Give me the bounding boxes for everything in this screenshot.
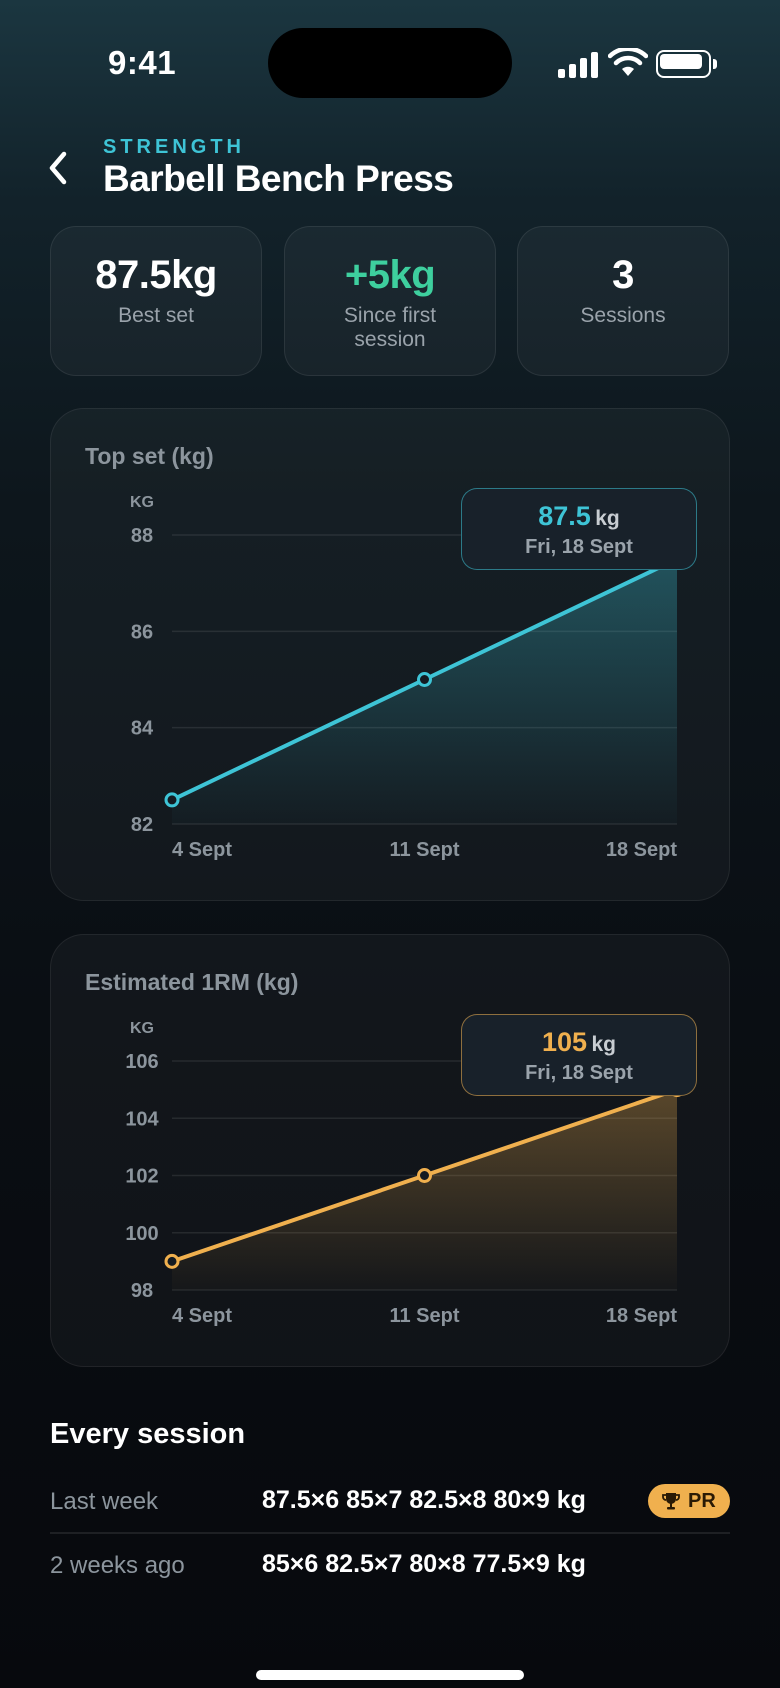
chart-title: Estimated 1RM (kg): [85, 969, 299, 995]
x-tick-label: 4 Sept: [172, 839, 232, 861]
y-tick-label: 100: [125, 1223, 158, 1245]
stat-value: 87.5kg: [95, 253, 217, 297]
y-axis-unit-label: KG: [130, 494, 154, 511]
status-bar: 9:41: [0, 0, 780, 120]
tooltip-unit: kg: [591, 1033, 617, 1056]
series-area: [172, 559, 677, 824]
x-tick-label: 18 Sept: [606, 839, 677, 861]
data-point: [417, 672, 432, 687]
y-tick-label: 88: [131, 525, 153, 547]
y-tick-label: 84: [131, 718, 154, 740]
stat-value: +5kg: [344, 253, 436, 297]
y-tick-label: 106: [125, 1051, 158, 1073]
stat-card-since-first: +5kg Since first session: [284, 226, 496, 376]
y-axis-unit-label: KG: [130, 1020, 154, 1037]
session-sets: 85×6 82.5×7 80×8 77.5×9 kg: [262, 1550, 586, 1578]
x-tick-label: 4 Sept: [172, 1305, 232, 1327]
y-tick-label: 104: [125, 1108, 159, 1130]
tooltip-unit: kg: [595, 507, 620, 530]
battery-icon: [656, 50, 718, 78]
y-tick-label: 102: [125, 1166, 158, 1188]
tooltip-date: Fri, 18 Sept: [525, 536, 633, 558]
x-tick-label: 11 Sept: [389, 839, 459, 861]
page-title: Barbell Bench Press: [103, 158, 454, 199]
data-point: [164, 1253, 180, 1269]
y-tick-label: 98: [131, 1280, 153, 1302]
sessions-section-title: Every session: [50, 1418, 246, 1450]
wifi-icon: [608, 48, 648, 76]
y-tick-label: 86: [131, 621, 153, 643]
session-row[interactable]: 2 weeks ago 85×6 82.5×7 80×8 77.5×9 kg: [50, 1532, 730, 1596]
session-when: Last week: [50, 1488, 159, 1515]
dynamic-island: [268, 28, 512, 98]
tooltip-date: Fri, 18 Sept: [525, 1062, 633, 1084]
stat-label: Best set: [118, 304, 194, 327]
stat-card-sessions: 3 Sessions: [517, 226, 729, 376]
x-tick-label: 11 Sept: [389, 1305, 459, 1327]
chart-tooltip: 87.5 kg Fri, 18 Sept: [461, 488, 697, 570]
data-point: [417, 1168, 432, 1183]
data-point: [164, 792, 180, 808]
x-tick-label: 18 Sept: [606, 1305, 677, 1327]
pr-badge-label: PR: [688, 1490, 716, 1512]
tooltip-value: 87.5: [538, 501, 591, 531]
home-indicator: [256, 1670, 524, 1680]
top-set-chart-card: Top set (kg) KG 82 84 86 88 4 Sept 11 Sept 18 S…: [50, 408, 730, 901]
chart-title: Top set (kg): [85, 443, 214, 469]
one-rm-chart-card: Estimated 1RM (kg) KG 98 100 102 104 106 4 Sep…: [50, 934, 730, 1367]
y-tick-label: 82: [131, 814, 153, 836]
stat-value: 3: [612, 253, 634, 297]
session-row[interactable]: Last week 87.5×6 85×7 82.5×8 80×9 kg PR: [50, 1468, 730, 1532]
category-label: STRENGTH: [103, 136, 245, 158]
pr-badge: PR: [648, 1484, 730, 1518]
stat-label: Since first session: [343, 304, 437, 351]
top-set-chart: KG 82 84 86 88 4 Sept 11 Sept 18 Sept: [130, 494, 685, 861]
tooltip-value: 105: [541, 1027, 588, 1057]
cellular-signal-icon: [558, 52, 600, 78]
status-time: 9:41: [108, 44, 177, 81]
session-when: 2 weeks ago: [50, 1552, 185, 1579]
session-sets: 87.5×6 85×7 82.5×8 80×9 kg: [262, 1486, 586, 1514]
trophy-icon: [662, 1493, 680, 1510]
back-chevron-icon[interactable]: [40, 146, 80, 190]
stat-card-best-set: 87.5kg Best set: [50, 226, 262, 376]
one-rm-chart: KG 98 100 102 104 106 4 Sept 11 Sept 18 Sept: [125, 1020, 685, 1327]
chart-tooltip: 105 kg Fri, 18 Sept: [461, 1014, 697, 1096]
stat-label: Sessions: [580, 304, 666, 327]
series-area: [172, 1089, 677, 1290]
row-divider: [50, 1532, 730, 1534]
